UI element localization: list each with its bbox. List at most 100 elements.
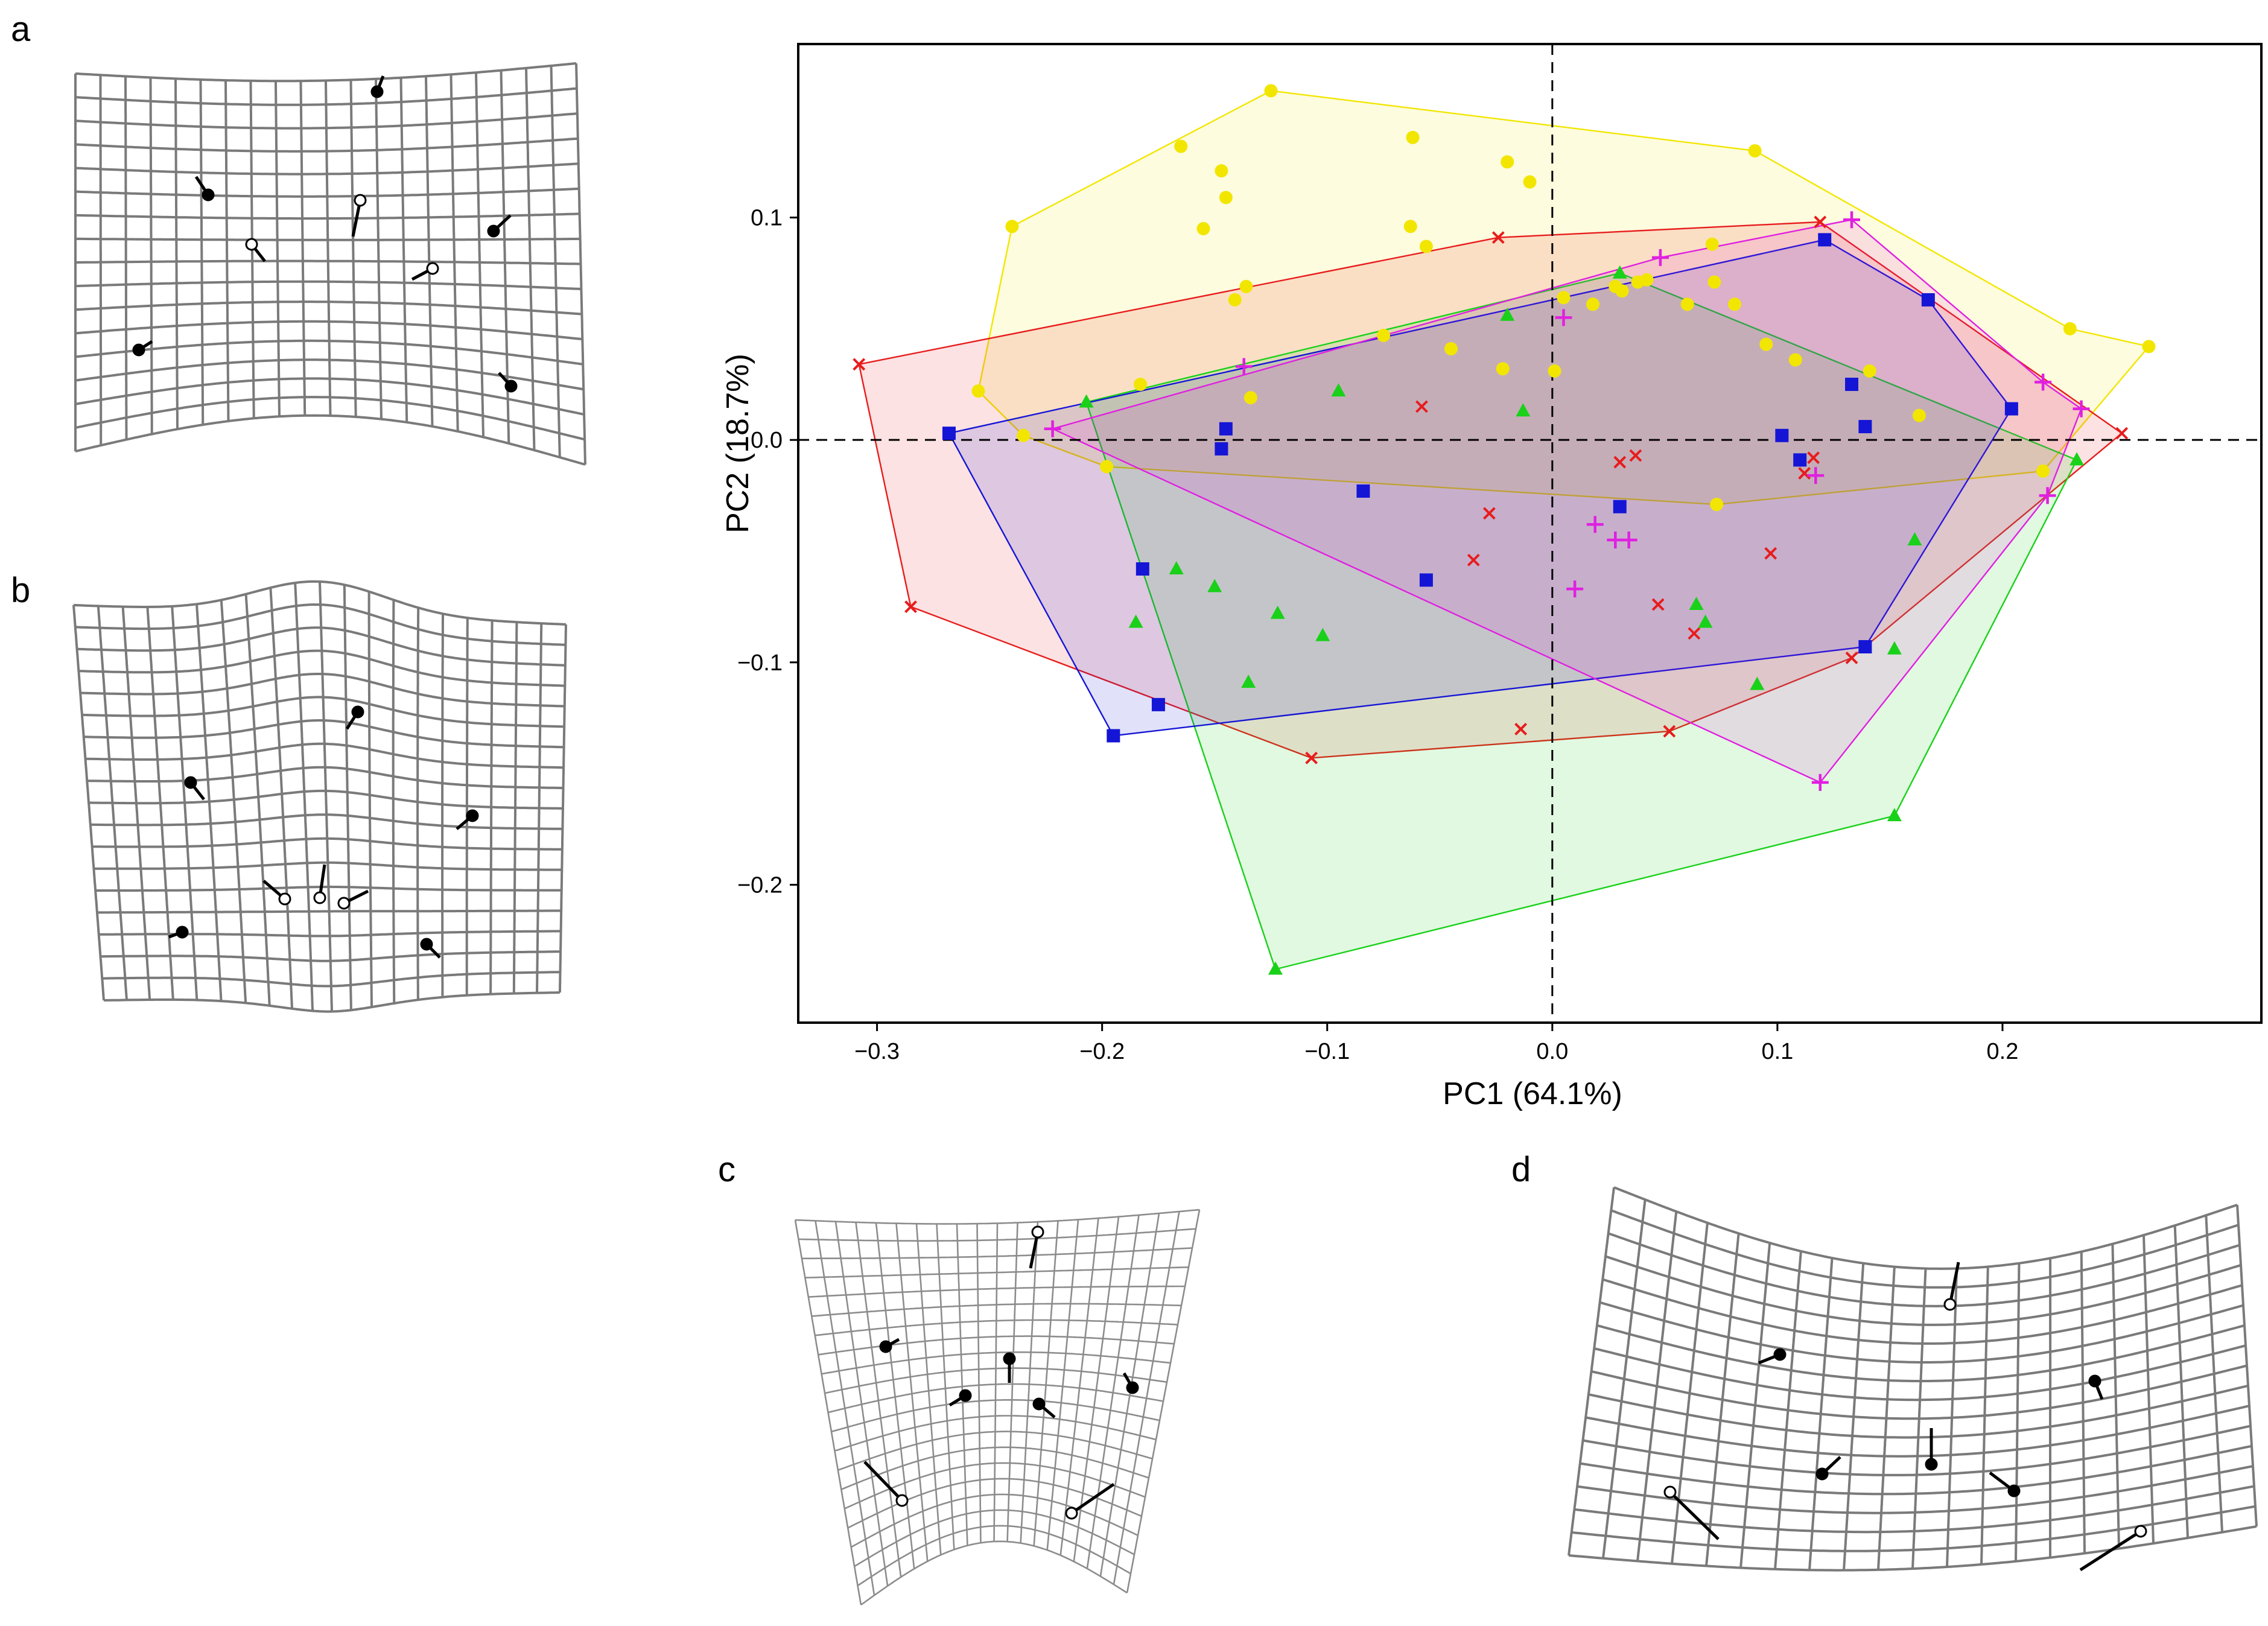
grid-line — [75, 339, 583, 366]
grid-line — [349, 80, 357, 418]
point-layer — [853, 84, 2156, 975]
landmark-filled — [176, 926, 189, 939]
blue-squares-point — [1219, 422, 1233, 436]
blue-squares-point — [1613, 500, 1627, 513]
yellow-circles-point — [1196, 221, 1210, 235]
grid-line — [860, 1540, 1128, 1606]
grid-line — [1580, 1444, 2252, 1496]
landmark-vector — [1669, 1491, 1720, 1540]
grid-line — [75, 62, 577, 83]
grid-line — [854, 1509, 1135, 1567]
grid-line — [550, 65, 561, 457]
yellow-circles-point — [1406, 130, 1420, 144]
panel-letter-b: b — [11, 571, 30, 610]
x-axis-ticks: −0.3 −0.2 −0.1 0.0 0.1 0.2 — [854, 1023, 2018, 1064]
grid-line — [1599, 1301, 2244, 1364]
magenta-plus-point — [1566, 580, 1584, 598]
landmark-filled — [370, 85, 384, 98]
blue-squares-point — [1136, 562, 1149, 576]
grid-line — [399, 77, 408, 422]
yellow-circles-point — [1523, 175, 1537, 189]
red-crosses-point — [1514, 722, 1527, 735]
green-triangles-point — [1612, 265, 1627, 279]
y-axis-ticks: −0.2 −0.1 0.0 0.1 — [737, 206, 798, 898]
red-crosses-point — [1845, 652, 1858, 664]
landmark-open — [313, 891, 326, 904]
grid-line — [75, 300, 582, 316]
landmark-filled — [2088, 1374, 2101, 1388]
grid-line — [1574, 1485, 2255, 1534]
grid-line — [821, 1351, 1171, 1375]
green-triangles-point — [2069, 452, 2085, 466]
red-crosses-point — [1305, 751, 1318, 764]
landmark-open — [337, 897, 351, 910]
landmark-filled — [1773, 1348, 1787, 1361]
blue-squares-point — [1215, 442, 1228, 456]
grid-line — [425, 76, 434, 427]
magenta-plus-point — [1586, 516, 1604, 533]
red-crosses-point — [904, 600, 917, 614]
landmark-filled — [466, 809, 479, 822]
yellow-circles-point — [2142, 340, 2156, 354]
magenta-plus-point — [2039, 487, 2056, 504]
grid-line — [244, 594, 271, 1006]
blue-squares-point — [1858, 420, 1872, 434]
grid-line — [801, 1247, 1193, 1260]
green-triangles-point — [1331, 383, 1346, 397]
grid-line — [805, 1266, 1189, 1278]
magenta-plus-point — [1651, 249, 1669, 266]
yellow-circles-point — [1134, 378, 1148, 392]
green-triangles-point — [1500, 307, 1515, 321]
grid-line — [1605, 1255, 2241, 1326]
yellow-circles-point — [1239, 279, 1253, 293]
y-tick-label: −0.1 — [737, 650, 783, 676]
blue-squares-point — [1356, 484, 1370, 498]
magenta-plus-point — [1811, 773, 1829, 791]
yellow-circles-point — [1586, 297, 1599, 311]
x-tick-label: 0.0 — [1536, 1039, 1568, 1064]
landmark-open — [1943, 1298, 1957, 1311]
grid-line — [75, 396, 585, 441]
x-tick-label: −0.3 — [854, 1039, 900, 1064]
green-triangles-point — [1887, 808, 1902, 822]
grid-line — [224, 80, 230, 421]
grid-line — [85, 742, 564, 769]
landmark-filled — [487, 224, 500, 238]
green-triangles-point — [1268, 961, 1283, 975]
red-crosses-point — [1613, 456, 1627, 469]
landmark-open — [354, 194, 367, 207]
landmark-filled — [1003, 1352, 1016, 1365]
grid-line — [75, 358, 584, 391]
landmark-open — [426, 262, 439, 275]
grid-line — [325, 80, 332, 416]
green-triangles-point — [1750, 676, 1765, 690]
yellow-circles-point — [1017, 428, 1031, 442]
magenta-plus-point — [1807, 467, 1825, 484]
y-tick-label: 0.0 — [751, 428, 783, 453]
grid-line — [1577, 1465, 2254, 1514]
landmark-filled — [420, 938, 433, 951]
grid-line — [1583, 1424, 2251, 1476]
grid-line — [75, 280, 582, 291]
red-crosses-point — [1663, 725, 1676, 738]
yellow-circles-point — [1615, 284, 1629, 298]
landmark-vector — [2079, 1529, 2142, 1572]
magenta-plus-point — [1620, 532, 1637, 549]
yellow-circles-point — [1680, 297, 1694, 311]
magenta-plus-point — [2073, 400, 2090, 418]
landmark-vector — [863, 1461, 903, 1502]
yellow-circles-point — [1863, 364, 1876, 378]
grid-line — [392, 600, 396, 1004]
grid-line — [102, 971, 561, 988]
panel-letter-d: d — [1511, 1150, 1531, 1189]
yellow-circles-point — [1748, 144, 1762, 157]
landmark-filled — [1032, 1397, 1046, 1411]
deformation-grid-b — [72, 580, 567, 1013]
landmark-filled — [1815, 1467, 1829, 1481]
y-tick-label: 0.1 — [751, 206, 783, 231]
deformation-grid-c — [794, 1208, 1201, 1606]
red-crosses-point — [1467, 553, 1480, 567]
yellow-circles-point — [1640, 273, 1654, 287]
grid-line — [174, 78, 179, 430]
grid-line — [449, 74, 459, 432]
